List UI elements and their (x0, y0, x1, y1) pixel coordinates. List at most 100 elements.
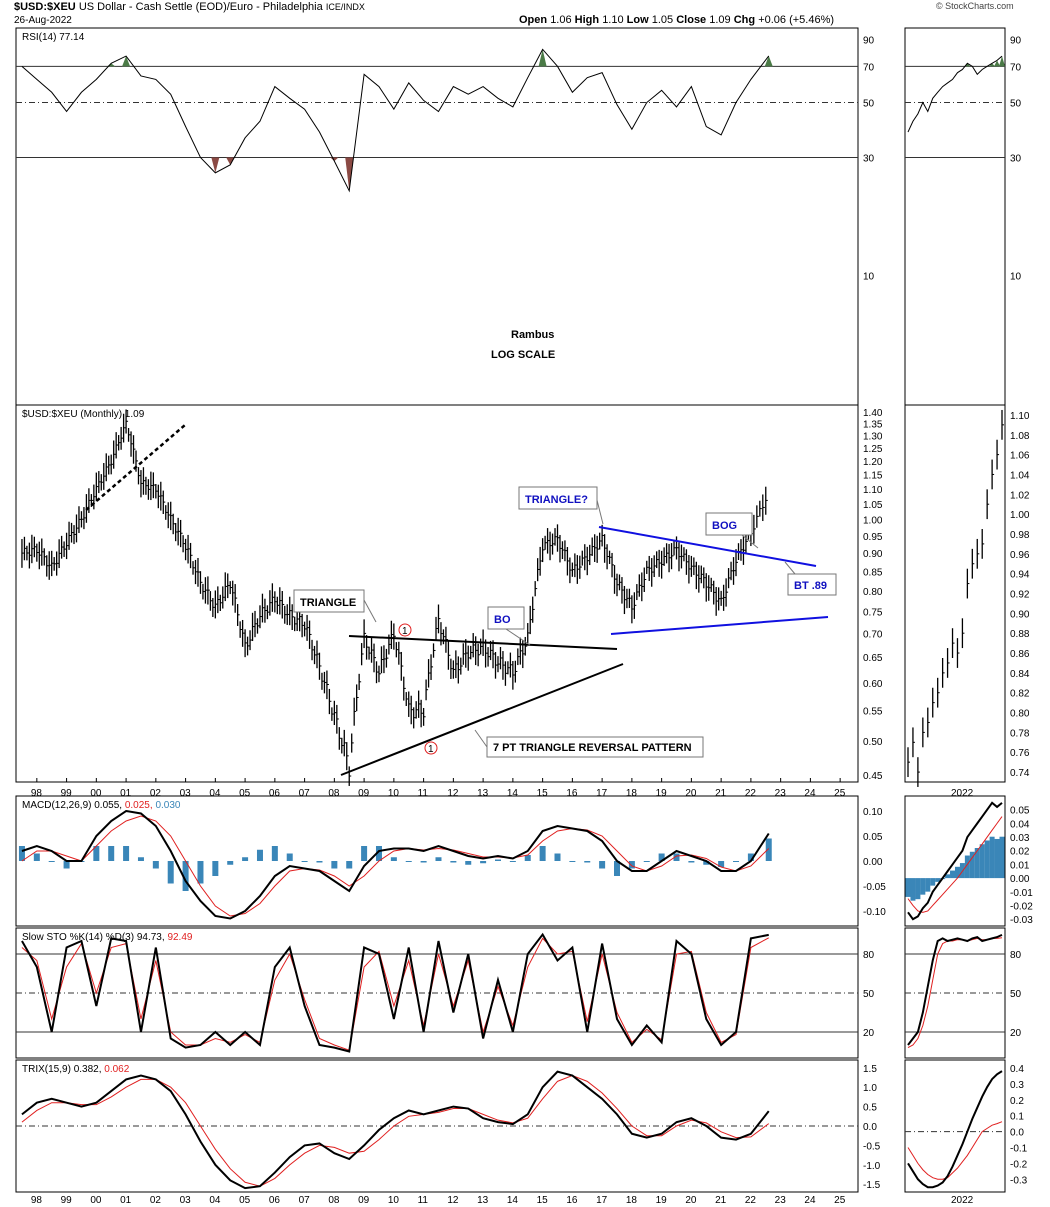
x-tick-label: 15 (537, 788, 549, 799)
x-tick-label: 11 (418, 1195, 429, 1206)
inset-rsi-tick-label: 50 (1010, 99, 1022, 110)
macd-histogram-bar (93, 846, 100, 861)
macd-histogram-bar (346, 861, 353, 869)
x-tick-label: 02 (150, 1195, 162, 1206)
x-tick-label: 06 (269, 1195, 281, 1206)
price-tick-label: 0.55 (863, 707, 883, 718)
macd-histogram-bar (494, 859, 501, 861)
x-tick-label: 05 (239, 1195, 251, 1206)
inset-macd-histogram-bar (994, 838, 1000, 879)
pivot-circle-label: 1 (402, 626, 408, 637)
rsi-oversold-fill (211, 157, 220, 173)
x-tick-label: 25 (834, 1195, 846, 1206)
macd-histogram-bar (48, 861, 55, 862)
inset-macd-tick-label: 0.04 (1010, 819, 1030, 830)
inset-sto-tick-label: 20 (1010, 1028, 1022, 1039)
inset-macd-histogram-bar (905, 878, 911, 897)
x-tick-label: 14 (507, 1195, 519, 1206)
macd-histogram-bar (554, 853, 561, 861)
x-tick-label: 14 (507, 788, 519, 799)
macd-histogram-bar (524, 855, 531, 861)
price-tick-label: 1.30 (863, 431, 883, 442)
x-tick-label: 07 (299, 1195, 311, 1206)
price-tick-label: 0.80 (863, 587, 883, 598)
inset-price-tick-label: 1.02 (1010, 490, 1030, 501)
x-tick-label: 01 (120, 788, 132, 799)
trix-tick-label: 1.5 (863, 1064, 877, 1075)
x-tick-label: 13 (477, 1195, 489, 1206)
macd-histogram-bar (123, 846, 130, 861)
inset-macd-histogram-bar (915, 878, 921, 900)
inset-price-tick-label: 0.78 (1010, 728, 1030, 739)
inset-macd-histogram-bar (999, 836, 1005, 879)
inset-macd-histogram-bar (935, 878, 941, 882)
inset-trix-tick-label: -0.1 (1010, 1143, 1028, 1154)
inset-macd-histogram-bar (974, 848, 980, 879)
inset-trix-line (907, 1070, 1003, 1189)
inset-macd-tick-label: 0.00 (1010, 874, 1030, 885)
macd-histogram-bar (688, 861, 695, 863)
inset-macd-histogram-bar (969, 851, 975, 879)
rsi-legend: RSI(14) 77.14 (22, 32, 85, 43)
macd-histogram-bar (167, 861, 174, 884)
x-tick-label: 15 (537, 1195, 549, 1206)
ohlc-readout: Open 1.06 High 1.10 Low 1.05 Close 1.09 … (519, 14, 835, 26)
macd-histogram-bar (182, 861, 189, 891)
inset-price-tick-label: 1.08 (1010, 431, 1030, 442)
price-tick-label: 0.70 (863, 629, 883, 640)
x-tick-label: 01 (120, 1195, 132, 1206)
macd-histogram-bar (137, 857, 144, 861)
x-tick-label: 16 (566, 1195, 578, 1206)
pivot-circle-label: 1 (428, 744, 434, 755)
triangle-callout-box (293, 589, 365, 613)
bog-callout-text: BOG (712, 520, 737, 532)
x-tick-label: 03 (180, 788, 192, 799)
inset-macd-tick-label: 0.05 (1010, 806, 1030, 817)
inset-macd-line (907, 801, 1003, 921)
chart-header-title: $USD:$XEU US Dollar - Cash Settle (EOD)/… (14, 1, 365, 13)
macd-histogram-bar (509, 861, 516, 862)
x-tick-label: 25 (834, 788, 846, 799)
macd-histogram-bar (450, 861, 457, 863)
triangle-upper-line (348, 635, 618, 650)
trix-line (21, 1070, 770, 1190)
inset-rsi-overbought-fill (994, 60, 1001, 67)
inset-price-tick-label: 1.04 (1010, 470, 1030, 481)
inset-x-tick-label: 2022 (951, 1195, 974, 1206)
x-tick-label: 99 (61, 788, 73, 799)
inset-macd-histogram-bar (920, 878, 926, 895)
macd-histogram-bar (361, 846, 368, 861)
rambus-label: Rambus (511, 329, 554, 341)
trix-tick-label: 0.5 (863, 1103, 877, 1114)
bt-callout-pointer (784, 561, 796, 575)
macd-signal-line (21, 815, 770, 917)
x-tick-label: 16 (566, 788, 578, 799)
macd-histogram-bar (212, 861, 219, 876)
x-tick-label: 11 (418, 788, 429, 799)
inset-macd-histogram-bar (964, 855, 970, 879)
inset-macd-histogram-bar (910, 878, 916, 901)
x-tick-label: 10 (388, 1195, 400, 1206)
x-tick-label: 19 (656, 788, 668, 799)
inset-macd-tick-label: 0.03 (1010, 833, 1030, 844)
macd-histogram-bar (733, 861, 740, 862)
sto-legend: Slow STO %K(14) %D(3) 94.73, 92.49 (22, 932, 193, 943)
macd-histogram-bar (539, 846, 546, 861)
price-tick-label: 0.60 (863, 679, 883, 690)
macd-histogram-bar (465, 861, 472, 865)
x-tick-label: 99 (61, 1195, 73, 1206)
inset-price-tick-label: 0.74 (1010, 768, 1030, 779)
price-tick-label: 1.05 (863, 500, 883, 511)
inset-price-tick-label: 0.96 (1010, 550, 1030, 561)
macd-histogram-bar (480, 861, 487, 864)
macd-histogram-bar (747, 853, 754, 861)
inset-sto-k-line (907, 933, 1003, 1046)
rsi-overbought-fill (122, 56, 131, 67)
sto-tick-label: 80 (863, 950, 875, 961)
macd-histogram-bar (197, 861, 204, 884)
trix-legend: TRIX(15,9) 0.382, 0.062 (22, 1064, 130, 1075)
price-tick-label: 1.25 (863, 444, 883, 455)
exchange: ICE/INDX (325, 2, 365, 12)
x-tick-label: 22 (745, 788, 757, 799)
